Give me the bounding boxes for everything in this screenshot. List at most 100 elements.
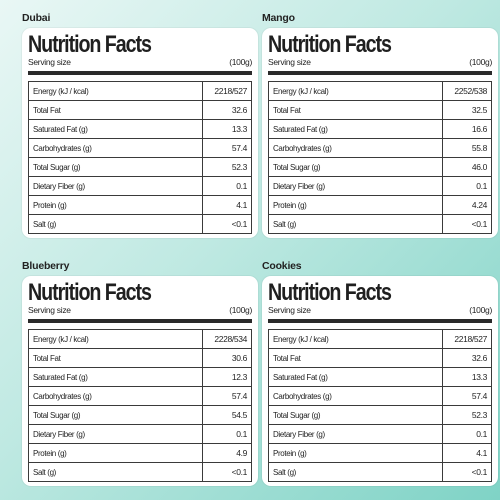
table-row: Protein (g) 4.9	[28, 443, 252, 463]
nutrient-label: Protein (g)	[268, 443, 443, 463]
nutrient-value: 32.5	[442, 100, 492, 120]
nutrient-label: Energy (kJ / kcal)	[28, 81, 203, 101]
table-row: Salt (g) <0.1	[268, 462, 492, 482]
serving-size-label: Serving size	[28, 57, 71, 67]
table-row: Dietary Fiber (g) 0.1	[28, 424, 252, 444]
table-row: Energy (kJ / kcal) 2252/538	[268, 81, 492, 101]
nutrient-value: 57.4	[202, 138, 252, 158]
nutrient-label: Protein (g)	[28, 443, 203, 463]
table-row: Carbohydrates (g) 57.4	[28, 138, 252, 158]
table-row: Total Sugar (g) 54.5	[28, 405, 252, 425]
nutrition-facts-card: Nutrition Facts Serving size (100g) Energy …	[22, 28, 258, 238]
nutrient-value: <0.1	[202, 462, 252, 482]
table-row: Total Fat 32.6	[28, 100, 252, 120]
nutrient-value: 4.1	[442, 443, 492, 463]
table-row: Carbohydrates (g) 55.8	[268, 138, 492, 158]
nutrient-label: Protein (g)	[28, 195, 203, 215]
nutrient-value: 46.0	[442, 157, 492, 177]
nutrient-label: Carbohydrates (g)	[268, 138, 443, 158]
table-row: Salt (g) <0.1	[28, 462, 252, 482]
nutrient-value: 0.1	[442, 176, 492, 196]
nutrient-value: <0.1	[442, 214, 492, 234]
nutrient-value: 30.6	[202, 348, 252, 368]
nutrient-value: 16.6	[442, 119, 492, 139]
nutrient-value: 0.1	[202, 176, 252, 196]
serving-size-amount: (100g)	[229, 305, 252, 315]
nutrient-value: 13.3	[442, 367, 492, 387]
nutrition-table: Energy (kJ / kcal) 2252/538 Total Fat 32.5 S…	[268, 81, 492, 234]
nutrient-label: Carbohydrates (g)	[268, 386, 443, 406]
nutrient-value: 57.4	[442, 386, 492, 406]
nutrition-table: Energy (kJ / kcal) 2228/534 Total Fat 30.6 S…	[28, 329, 252, 482]
nutrient-label: Energy (kJ / kcal)	[268, 81, 443, 101]
nutrient-label: Saturated Fat (g)	[28, 367, 203, 387]
table-row: Dietary Fiber (g) 0.1	[268, 424, 492, 444]
nutrient-value: 12.3	[202, 367, 252, 387]
nutrient-label: Total Fat	[268, 100, 443, 120]
nutrient-label: Energy (kJ / kcal)	[268, 329, 443, 349]
nutrient-value: 55.8	[442, 138, 492, 158]
nutrient-value: 2218/527	[202, 81, 252, 101]
flavor-label: Cookies	[262, 260, 302, 272]
table-row: Total Fat 30.6	[28, 348, 252, 368]
table-row: Energy (kJ / kcal) 2218/527	[28, 81, 252, 101]
nutrition-facts-card: Nutrition Facts Serving size (100g) Energy …	[262, 28, 498, 238]
nutrient-label: Saturated Fat (g)	[268, 367, 443, 387]
nutrient-label: Total Sugar (g)	[268, 157, 443, 177]
table-row: Saturated Fat (g) 16.6	[268, 119, 492, 139]
nutrition-panel-blueberry: Blueberry Nutrition Facts Serving size (100…	[22, 256, 258, 486]
nutrient-label: Dietary Fiber (g)	[268, 424, 443, 444]
nutrient-label: Salt (g)	[268, 214, 443, 234]
table-row: Saturated Fat (g) 13.3	[28, 119, 252, 139]
nutrient-label: Energy (kJ / kcal)	[28, 329, 203, 349]
table-row: Salt (g) <0.1	[28, 214, 252, 234]
nutrient-value: <0.1	[202, 214, 252, 234]
table-row: Protein (g) 4.24	[268, 195, 492, 215]
nutrient-value: 54.5	[202, 405, 252, 425]
nutrient-value: 0.1	[442, 424, 492, 444]
serving-size-label: Serving size	[28, 305, 71, 315]
nutrient-label: Salt (g)	[28, 462, 203, 482]
table-row: Total Sugar (g) 52.3	[268, 405, 492, 425]
nutrient-label: Protein (g)	[268, 195, 443, 215]
table-row: Carbohydrates (g) 57.4	[268, 386, 492, 406]
table-row: Protein (g) 4.1	[28, 195, 252, 215]
nutrition-panel-cookies: Cookies Nutrition Facts Serving size (100g)…	[262, 256, 498, 486]
nutrient-label: Total Sugar (g)	[268, 405, 443, 425]
nutrient-label: Carbohydrates (g)	[28, 138, 203, 158]
table-row: Total Sugar (g) 52.3	[28, 157, 252, 177]
nutrient-label: Total Fat	[28, 100, 203, 120]
nutrient-label: Total Sugar (g)	[28, 405, 203, 425]
table-row: Protein (g) 4.1	[268, 443, 492, 463]
table-row: Carbohydrates (g) 57.4	[28, 386, 252, 406]
serving-size-amount: (100g)	[469, 57, 492, 67]
nutrient-value: 4.1	[202, 195, 252, 215]
nutrient-label: Saturated Fat (g)	[28, 119, 203, 139]
flavor-label: Blueberry	[22, 260, 70, 272]
nutrient-value: 52.3	[442, 405, 492, 425]
nutrition-panel-dubai: Dubai Nutrition Facts Serving size (100g) En…	[22, 8, 258, 238]
table-row: Saturated Fat (g) 13.3	[268, 367, 492, 387]
nutrient-value: 13.3	[202, 119, 252, 139]
serving-size-row: Serving size (100g)	[268, 304, 492, 323]
nutrition-panel-mango: Mango Nutrition Facts Serving size (100g) En…	[262, 8, 498, 238]
serving-size-amount: (100g)	[469, 305, 492, 315]
nutrient-value: <0.1	[442, 462, 492, 482]
table-row: Saturated Fat (g) 12.3	[28, 367, 252, 387]
nutrient-value: 57.4	[202, 386, 252, 406]
nutrition-table: Energy (kJ / kcal) 2218/527 Total Fat 32.6 S…	[28, 81, 252, 234]
nutrient-label: Total Fat	[28, 348, 203, 368]
nutrition-facts-title: Nutrition Facts	[268, 31, 392, 58]
table-row: Dietary Fiber (g) 0.1	[28, 176, 252, 196]
nutrient-value: 2218/527	[442, 329, 492, 349]
serving-size-row: Serving size (100g)	[268, 56, 492, 75]
nutrition-facts-title: Nutrition Facts	[268, 279, 392, 306]
serving-size-row: Serving size (100g)	[28, 56, 252, 75]
nutrition-facts-title: Nutrition Facts	[28, 279, 152, 306]
table-row: Total Sugar (g) 46.0	[268, 157, 492, 177]
serving-size-label: Serving size	[268, 57, 311, 67]
table-row: Salt (g) <0.1	[268, 214, 492, 234]
nutrient-label: Saturated Fat (g)	[268, 119, 443, 139]
table-row: Total Fat 32.5	[268, 100, 492, 120]
serving-size-row: Serving size (100g)	[28, 304, 252, 323]
